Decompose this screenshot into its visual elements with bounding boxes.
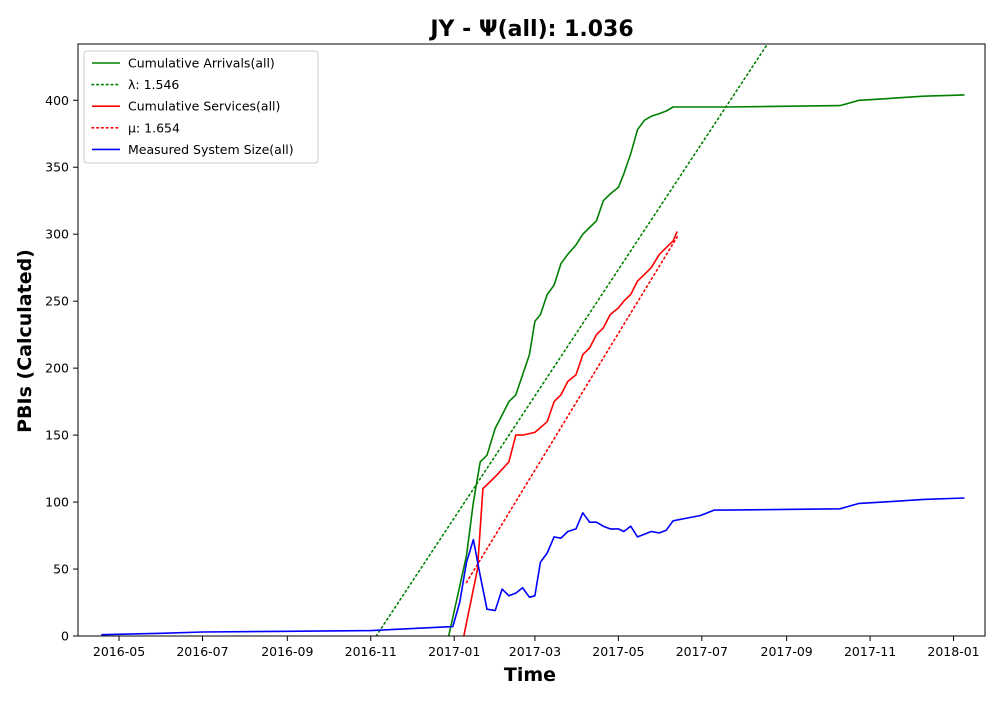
y-axis-label: PBIs (Calculated) bbox=[14, 249, 36, 433]
axes: 2016-05 2016-07 2016-09 2016-11 2017-01 2017-… bbox=[45, 93, 980, 659]
y-tick-label: 400 bbox=[45, 93, 69, 108]
legend-label: λ: 1.546 bbox=[128, 77, 179, 92]
legend-label: Cumulative Arrivals(all) bbox=[128, 56, 275, 71]
legend-label: Cumulative Services(all) bbox=[128, 99, 280, 114]
y-tick-label: 150 bbox=[45, 428, 69, 443]
x-tick-label: 2016-07 bbox=[176, 644, 228, 659]
series-lines bbox=[101, 44, 965, 636]
series-line-1 bbox=[375, 44, 769, 636]
x-tick-label: 2017-07 bbox=[676, 644, 728, 659]
x-tick-label: 2017-05 bbox=[592, 644, 644, 659]
x-tick-label: 2017-03 bbox=[509, 644, 561, 659]
series-line-0 bbox=[447, 94, 965, 636]
x-tick-label: 2017-11 bbox=[844, 644, 896, 659]
x-tick-label: 2018-01 bbox=[927, 644, 979, 659]
series-line-2 bbox=[463, 231, 678, 636]
x-tick-label: 2017-09 bbox=[761, 644, 813, 659]
legend-label: μ: 1.654 bbox=[128, 120, 180, 135]
x-tick-label: 2016-09 bbox=[261, 644, 313, 659]
plot-frame bbox=[77, 43, 986, 637]
legend: Cumulative Arrivals(all) λ: 1.546 Cumulati… bbox=[83, 50, 319, 164]
legend-box bbox=[83, 50, 319, 164]
y-tick-label: 250 bbox=[45, 294, 69, 309]
y-tick-label: 200 bbox=[45, 361, 69, 376]
x-tick-label: 2016-11 bbox=[345, 644, 397, 659]
chart-title: JY - Ψ(all): 1.036 bbox=[428, 17, 633, 42]
y-tick-label: 100 bbox=[45, 495, 69, 510]
y-tick-label: 350 bbox=[45, 160, 69, 175]
x-tick-label: 2017-01 bbox=[428, 644, 480, 659]
series-line-4 bbox=[101, 497, 965, 636]
x-axis-label: Time bbox=[504, 664, 556, 686]
series-line-3 bbox=[465, 236, 678, 584]
x-tick-label: 2016-05 bbox=[93, 644, 145, 659]
y-tick-label: 50 bbox=[53, 562, 69, 577]
y-tick-label: 300 bbox=[45, 227, 69, 242]
legend-label: Measured System Size(all) bbox=[128, 142, 294, 157]
y-tick-label: 0 bbox=[61, 629, 69, 644]
